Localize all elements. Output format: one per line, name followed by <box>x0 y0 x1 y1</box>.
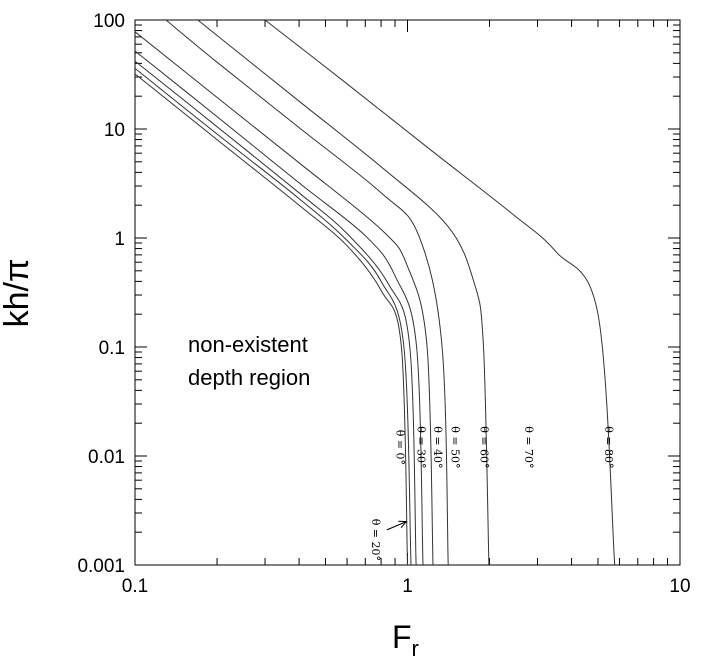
series-line <box>264 19 616 566</box>
y-tick-label: 100 <box>93 11 125 32</box>
annotation-arrow <box>386 520 408 531</box>
y-tick-label: 1 <box>114 229 125 250</box>
series-line <box>134 68 412 566</box>
curve-label: θ = 0° <box>393 430 406 465</box>
curves <box>134 19 616 566</box>
x-tick-label: 0.1 <box>122 576 148 597</box>
arrow-head <box>398 520 408 528</box>
tick-labels: 0.1 1 10 0.001 0.01 0.1 1 10 100 <box>77 11 690 597</box>
curve-labels: θ = 0° θ = 30° θ = 40° θ = 50° θ = 60° θ = 70… <box>369 426 615 561</box>
y-tick-label: 10 <box>104 120 125 141</box>
x-axis-title: Fr <box>392 619 419 661</box>
x-tick-label: 10 <box>669 576 690 597</box>
curve-label: θ = 50° <box>449 426 462 468</box>
series-line <box>134 60 417 566</box>
axis-ticks <box>134 20 680 566</box>
curve-label: θ = 80° <box>602 426 615 468</box>
plot-frame <box>134 19 681 566</box>
series-line <box>165 19 449 566</box>
series-line <box>134 31 434 566</box>
x-axis-title-sub: r <box>412 636 419 661</box>
annotation-line-1: non-existent <box>188 332 308 357</box>
curve-label: θ = 60° <box>477 426 490 468</box>
y-tick-label: 0.001 <box>77 556 125 577</box>
y-tick-label: 0.1 <box>99 338 125 359</box>
series-line <box>197 19 490 566</box>
arrow-shaft <box>386 521 407 531</box>
curve-label: θ = 70° <box>522 426 535 468</box>
y-axis-title: kh/π <box>0 259 36 328</box>
x-tick-label: 1 <box>402 576 413 597</box>
curve-label: θ = 40° <box>431 426 444 468</box>
annotation-line-2: depth region <box>188 365 310 390</box>
x-axis-title-main: F <box>392 619 412 655</box>
series-line <box>134 50 424 566</box>
curve-label: θ = 20° <box>369 519 382 561</box>
y-tick-label: 0.01 <box>88 447 125 468</box>
series-line <box>134 73 408 566</box>
curve-label: θ = 30° <box>415 426 428 468</box>
